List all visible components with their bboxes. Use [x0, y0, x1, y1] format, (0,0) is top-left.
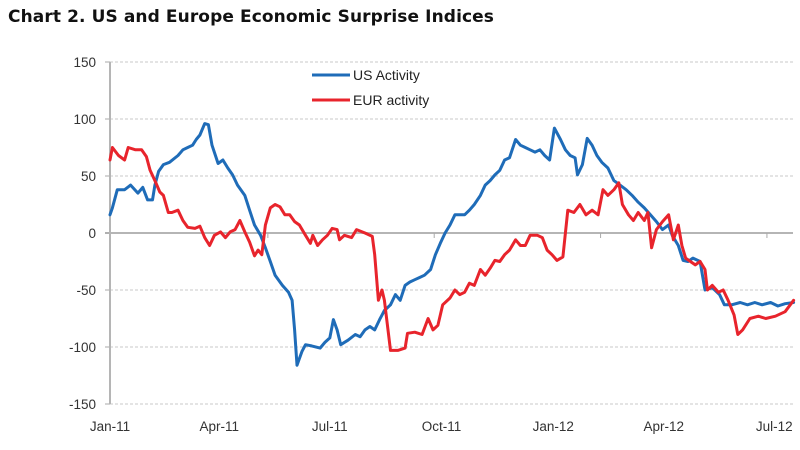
y-tick-label: -100 [69, 340, 96, 355]
legend: US Activity EUR activity [312, 67, 429, 108]
x-tick-label: Jan-11 [90, 419, 130, 434]
y-tick-label: 150 [73, 55, 96, 70]
legend-label-eur: EUR activity [353, 92, 429, 108]
series-line-us-activity [108, 122, 796, 367]
x-tick-label: Apr-12 [643, 419, 684, 434]
y-tick-label: -150 [69, 397, 96, 412]
legend-label-us: US Activity [353, 67, 420, 83]
x-tick-label: Jul-11 [312, 419, 348, 434]
series-line-eur-activity [108, 146, 796, 352]
y-tick-label: 100 [73, 112, 96, 127]
y-tick-label: -50 [76, 283, 96, 298]
x-tick-label: Oct-11 [422, 419, 462, 434]
x-tick-label: Apr-11 [200, 419, 240, 434]
axes [105, 61, 793, 405]
gridlines [110, 61, 793, 405]
series-lines [108, 122, 796, 367]
chart-title: Chart 2. US and Europe Economic Surprise… [8, 7, 495, 27]
y-tick-label: 0 [88, 226, 96, 241]
x-tick-label: Jul-12 [756, 419, 793, 434]
y-tick-label: 50 [81, 169, 96, 184]
x-axis-tick-labels: Jan-11 Apr-11 Jul-11 Oct-11 Jan-12 Apr-12 Jul-… [90, 419, 793, 434]
x-tick-label: Jan-12 [533, 419, 574, 434]
y-axis-tick-labels: -150 -100 -50 0 50 100 150 [69, 55, 96, 412]
